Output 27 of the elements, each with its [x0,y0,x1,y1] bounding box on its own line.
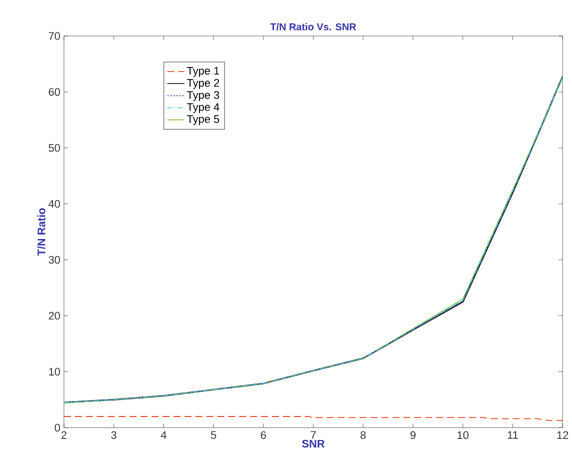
y-tick-label: 70 [48,32,60,40]
legend-label: Type 5 [187,115,220,126]
legend-label: Type 3 [187,91,220,102]
y-tick-label: 10 [49,368,60,376]
x-tick-label: 11 [508,431,518,439]
y-tick-label: 50 [48,144,60,152]
y-tick-label: 40 [48,200,60,208]
legend-label: Type 4 [187,103,220,114]
x-tick-label: 3 [111,431,116,440]
x-tick-label: 8 [360,431,366,440]
x-tick-label: 5 [210,431,216,440]
y-tick-label: 0 [54,424,60,432]
y-tick-label: 60 [48,88,60,96]
x-tick-label: 2 [61,431,66,440]
x-tick-label: 10 [458,431,469,440]
x-axis-title: SNR [302,440,325,448]
x-tick-label: 4 [160,431,166,439]
y-axis-title: T/N Ratio [37,208,46,256]
x-tick-label: 12 [557,431,568,440]
chart-title: T/N Ratio Vs. SNR [270,23,356,31]
x-tick-label: 9 [410,431,416,440]
legend-label: Type 2 [187,79,220,90]
y-tick-label: 20 [48,312,60,320]
y-tick-label: 30 [48,256,60,264]
legend-label: Type 1 [187,67,220,77]
x-tick-label: 7 [310,431,316,439]
x-tick-label: 6 [260,431,266,440]
